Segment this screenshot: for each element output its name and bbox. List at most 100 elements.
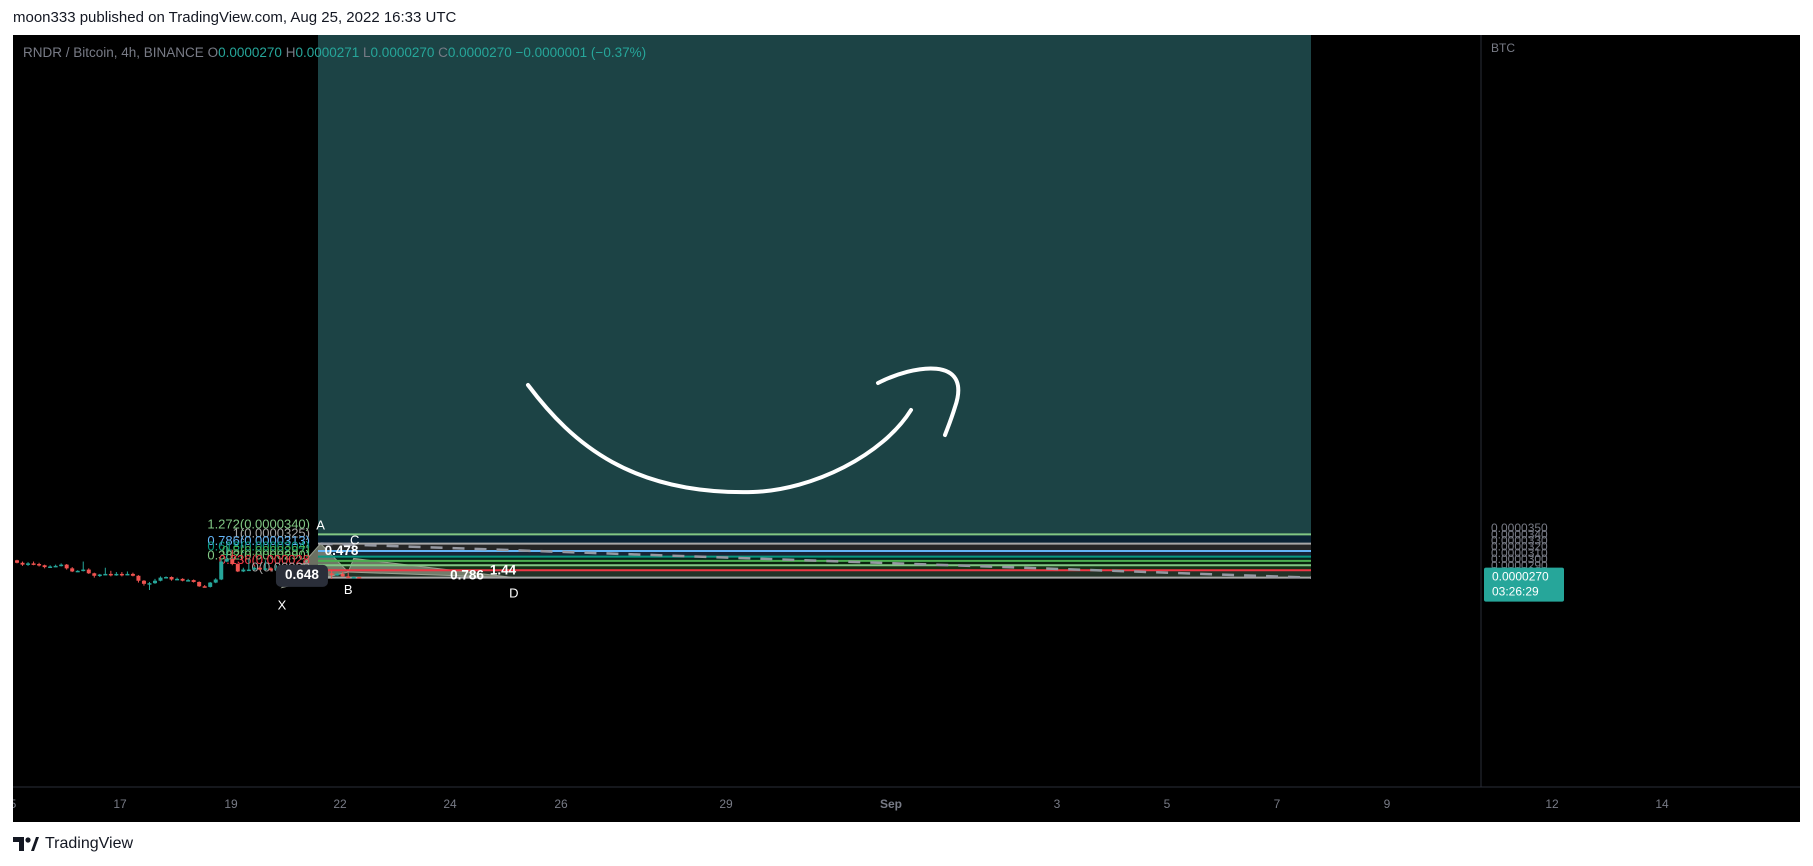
symbol-legend: RNDR / Bitcoin, 4h, BINANCE O0.0000270 H…: [23, 45, 646, 60]
candle: [191, 579, 196, 583]
price-tick: 0.0000320: [1491, 540, 1548, 554]
candle: [175, 577, 180, 581]
candle: [108, 570, 113, 577]
point-label-a: A: [316, 518, 325, 533]
candle-body: [246, 569, 251, 572]
trend-line: [320, 542, 1312, 579]
candle: [158, 576, 163, 582]
candle-body: [241, 569, 246, 572]
candle-body: [136, 575, 141, 581]
candle-body: [31, 563, 36, 565]
candle-body: [351, 577, 356, 579]
candle: [224, 543, 229, 563]
fib-zone: [318, 565, 1311, 571]
candle-body: [108, 573, 113, 576]
candle: [219, 559, 224, 581]
time-tick: 5: [13, 797, 17, 811]
candle: [186, 578, 191, 582]
candle-body: [53, 565, 58, 568]
candle-body: [197, 581, 202, 587]
time-tick: Sep: [880, 797, 902, 811]
drawn-arrow-curve: [526, 383, 913, 495]
candle: [81, 561, 86, 572]
candle: [257, 566, 262, 571]
time-tick: 24: [443, 797, 457, 811]
candle-body: [235, 564, 240, 572]
candle-body: [169, 577, 174, 580]
point-label-b: B: [344, 582, 353, 597]
time-tick: 17: [113, 797, 127, 811]
candle-body: [164, 577, 169, 579]
candle-body: [59, 564, 64, 567]
candle-body: [64, 564, 69, 569]
candle: [340, 572, 345, 578]
candle: [86, 568, 91, 574]
time-tick: 19: [224, 797, 238, 811]
candle: [164, 576, 169, 579]
time-axis: 5 17 19 22 24 26 29 Sep 3 5 7 9 12 14: [13, 786, 1800, 811]
candle-body: [346, 576, 351, 578]
time-tick: 26: [554, 797, 568, 811]
chart-canvas[interactable]: 1.272(0.0000340)1(0.0000325)0.786(0.0000…: [13, 35, 1800, 822]
candle-body: [26, 563, 31, 565]
candle-body: [125, 573, 130, 576]
legend-high: 0.0000271: [295, 45, 360, 60]
candle: [351, 576, 356, 579]
bar-countdown: 03:26:29: [1492, 585, 1539, 599]
candle: [268, 567, 273, 572]
candle: [37, 562, 42, 567]
ratio-label: 0.478: [325, 543, 359, 558]
candle-body: [70, 568, 75, 572]
price-tick: 0.0000310: [1491, 546, 1548, 560]
candle: [42, 564, 47, 569]
tradingview-logo-icon[interactable]: [13, 837, 39, 851]
candle-body: [158, 577, 163, 581]
publish-header: moon333 published on TradingView.com, Au…: [13, 9, 457, 26]
candle: [169, 576, 174, 581]
candle: [263, 560, 268, 571]
candle-body: [97, 574, 102, 577]
candle-body: [186, 580, 191, 582]
candle: [346, 572, 351, 579]
fib-levels: 1.272(0.0000340)1(0.0000325)0.786(0.0000…: [207, 516, 1311, 579]
candle-body: [114, 573, 119, 576]
fib-zone: [318, 560, 1311, 566]
candle: [335, 572, 340, 576]
time-tick: 14: [1655, 797, 1669, 811]
chart-area[interactable]: 1.272(0.0000340) 1(0.0000325) 0.786(0.0000…: [13, 35, 1800, 822]
candle: [92, 572, 97, 578]
fib-zone: [318, 35, 1311, 535]
candle-body: [75, 570, 80, 573]
time-tick: 3: [1054, 797, 1061, 811]
price-tick: 0.0000350: [1491, 521, 1548, 535]
footer: TradingView: [13, 835, 133, 853]
fib-zone: [318, 570, 1311, 578]
candle-body: [219, 561, 224, 580]
candle: [97, 573, 102, 578]
candle: [197, 581, 202, 587]
time-tick: 5: [1164, 797, 1171, 811]
candle-body: [153, 580, 157, 584]
fib-zones: [318, 35, 1311, 578]
candle: [357, 577, 362, 579]
candle: [114, 572, 119, 576]
footer-brand[interactable]: TradingView: [45, 835, 134, 852]
legend-close-label: C: [438, 45, 448, 60]
candle: [31, 561, 36, 566]
candle: [70, 567, 75, 573]
candle: [230, 549, 235, 566]
candle: [241, 567, 246, 573]
candle-body: [81, 569, 86, 572]
candle: [136, 575, 141, 583]
candle-body: [141, 580, 146, 584]
point-labels: X A B C D 0.478 0.648 0.786 1.44: [275, 518, 518, 613]
candle-body: [37, 564, 42, 566]
candle: [103, 567, 108, 576]
candle: [75, 570, 80, 573]
candle-body: [103, 573, 108, 576]
ratio-label-bg: [275, 564, 328, 587]
fib-zone: [318, 556, 1311, 561]
candle: [125, 571, 130, 576]
candle: [246, 558, 251, 572]
candle: [213, 578, 218, 584]
